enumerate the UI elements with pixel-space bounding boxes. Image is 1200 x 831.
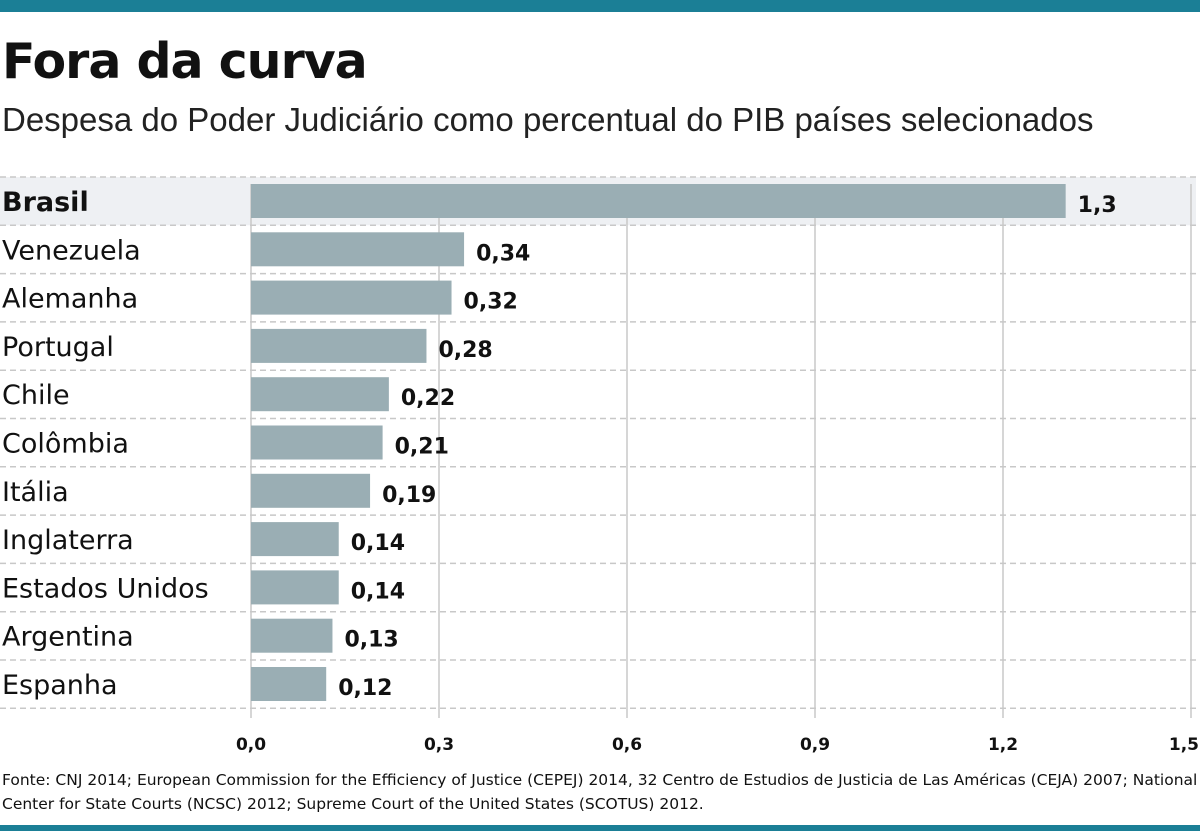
- value-label: 0,34: [476, 241, 530, 266]
- chart-subtitle: Despesa do Poder Judiciário como percent…: [2, 101, 1094, 138]
- bar: [251, 618, 333, 653]
- bar: [251, 522, 339, 557]
- bar: [251, 328, 427, 363]
- chart-title: Fora da curva: [2, 33, 368, 90]
- bottom-accent-bar: [0, 825, 1200, 831]
- category-label: Chile: [2, 380, 70, 411]
- x-tick-label: 1,2: [988, 735, 1018, 755]
- x-tick-label: 1,5: [1169, 735, 1199, 755]
- value-label: 0,32: [464, 290, 518, 315]
- value-label: 0,22: [401, 386, 455, 411]
- value-label: 0,13: [344, 628, 398, 653]
- category-label: Espanha: [2, 670, 118, 701]
- top-accent-bar: [0, 0, 1200, 12]
- category-label: Argentina: [2, 622, 134, 653]
- value-label: 1,3: [1078, 193, 1117, 218]
- source-note: Fonte: CNJ 2014; European Commission for…: [2, 771, 1198, 813]
- x-tick-label: 0,6: [612, 735, 642, 755]
- category-label: Inglaterra: [2, 525, 134, 556]
- x-tick-label: 0,0: [236, 735, 266, 755]
- category-label: Brasil: [2, 187, 89, 218]
- category-label: Portugal: [2, 332, 114, 363]
- bar: [251, 184, 1066, 218]
- bar: [251, 232, 465, 267]
- bar: [251, 570, 339, 605]
- category-label: Estados Unidos: [2, 573, 209, 604]
- value-label: 0,12: [338, 676, 392, 701]
- bar: [251, 425, 383, 460]
- value-label: 0,28: [438, 338, 492, 363]
- bar: [251, 473, 371, 508]
- value-label: 0,21: [395, 435, 449, 460]
- category-label: Itália: [2, 477, 69, 508]
- bar-chart: Brasil 1,3 Venezuela 0,34 Alemanha 0,32 Portug…: [0, 176, 1199, 755]
- value-label: 0,14: [351, 531, 405, 556]
- value-label: 0,14: [351, 579, 405, 604]
- x-tick-label: 0,9: [800, 735, 830, 755]
- x-tick-label: 0,3: [424, 735, 454, 755]
- category-label: Colômbia: [2, 429, 129, 460]
- bar: [251, 667, 327, 701]
- category-label: Alemanha: [2, 284, 138, 315]
- value-label: 0,19: [382, 483, 436, 508]
- category-label: Venezuela: [2, 235, 141, 266]
- bar: [251, 280, 452, 315]
- bar: [251, 377, 389, 412]
